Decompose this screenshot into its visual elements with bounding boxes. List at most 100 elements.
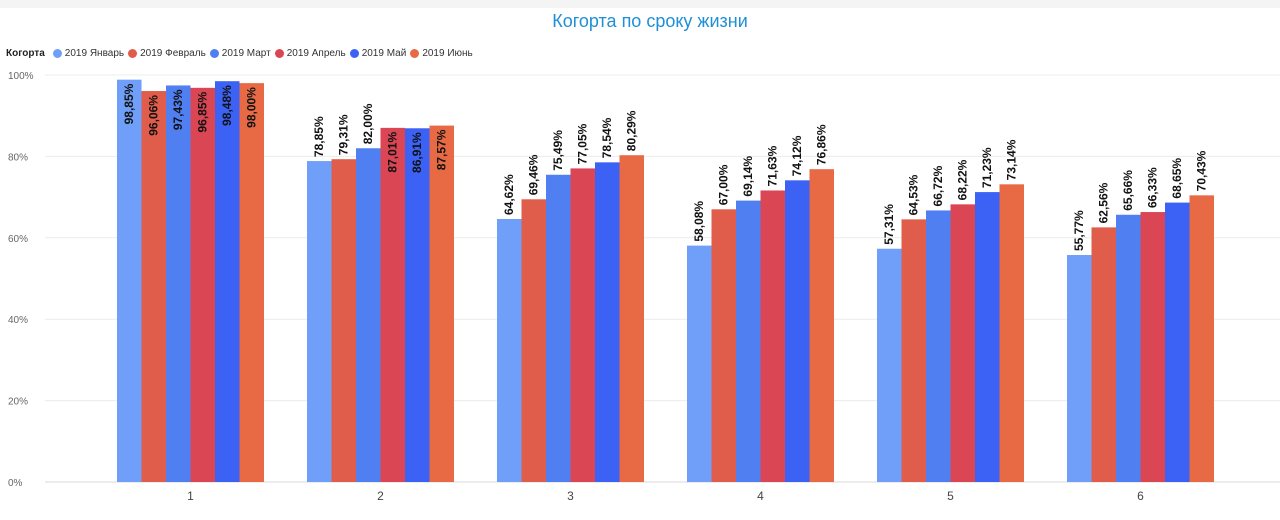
bar — [926, 210, 951, 483]
data-label: 77,05% — [576, 123, 590, 164]
x-tick-label: 6 — [1137, 489, 1144, 503]
bar — [711, 209, 736, 482]
top-strip — [0, 0, 1280, 8]
data-label: 55,77% — [1072, 210, 1086, 251]
data-label: 73,14% — [1005, 139, 1019, 180]
bar — [1140, 212, 1165, 482]
data-label: 97,43% — [171, 89, 185, 130]
data-label: 96,85% — [196, 91, 210, 132]
legend-title: Когорта — [6, 47, 45, 59]
data-label: 57,31% — [882, 204, 896, 245]
bar — [687, 245, 712, 482]
legend-item[interactable]: 2019 Апрель — [274, 47, 346, 59]
bar — [619, 155, 644, 482]
bar — [117, 79, 142, 483]
data-label: 75,49% — [551, 130, 565, 171]
bar — [1189, 195, 1214, 482]
legend-marker — [410, 48, 420, 58]
bar — [1091, 227, 1116, 482]
data-label: 98,00% — [245, 87, 259, 128]
bar — [809, 169, 834, 482]
bar — [975, 192, 1000, 482]
chart-title: Когорта по сроку жизни — [552, 11, 748, 31]
legend-marker — [128, 48, 138, 58]
data-label: 68,65% — [1170, 158, 1184, 199]
x-tick-label: 3 — [567, 489, 574, 503]
legend-label: 2019 Январь — [64, 47, 125, 59]
bar — [1067, 255, 1092, 482]
data-label: 87,01% — [386, 132, 400, 173]
legend-label: 2019 Февраль — [140, 47, 206, 59]
data-label: 76,86% — [815, 124, 829, 165]
bar — [190, 87, 215, 483]
bar — [497, 218, 522, 483]
legend: Когорта 2019 Январь 2019 Февраль 2019 Март… — [6, 46, 477, 60]
data-label: 98,85% — [122, 83, 136, 124]
legend-item[interactable]: 2019 Январь — [52, 47, 125, 59]
x-tick-label: 5 — [947, 489, 954, 503]
legend-item[interactable]: 2019 Март — [209, 47, 271, 59]
legend-marker — [52, 48, 62, 58]
data-label: 64,53% — [907, 174, 921, 215]
legend-label: 2019 Май — [361, 47, 407, 59]
bar — [570, 168, 595, 482]
bar — [166, 85, 191, 482]
legend-label: 2019 Июнь — [422, 47, 473, 59]
data-label: 82,00% — [361, 103, 375, 144]
data-label: 67,00% — [717, 164, 731, 205]
legend-marker — [274, 48, 284, 58]
legend-marker — [209, 48, 219, 58]
bar — [736, 200, 761, 482]
y-tick-label: 100% — [8, 71, 34, 82]
bar — [429, 125, 454, 483]
bar — [877, 248, 902, 482]
bar — [141, 91, 166, 482]
bar — [380, 127, 405, 483]
bar — [760, 190, 785, 483]
data-label: 58,08% — [692, 201, 706, 242]
bar — [1116, 214, 1141, 482]
bar — [307, 161, 332, 482]
data-label: 71,63% — [766, 145, 780, 186]
legend-label: 2019 Март — [221, 47, 271, 59]
data-label: 87,57% — [435, 129, 449, 170]
data-label: 69,14% — [741, 156, 755, 197]
y-tick-label: 60% — [8, 234, 28, 245]
legend-label: 2019 Апрель — [286, 47, 346, 59]
y-tick-label: 0% — [8, 478, 23, 489]
data-label: 70,43% — [1195, 150, 1209, 191]
bar — [1165, 202, 1190, 483]
data-label: 64,62% — [502, 174, 516, 215]
bar — [521, 199, 546, 483]
x-tick-label: 1 — [187, 489, 194, 503]
bar — [239, 83, 264, 482]
bar — [546, 174, 571, 482]
x-tick-label: 4 — [757, 489, 764, 503]
data-label: 86,91% — [410, 132, 424, 173]
bar — [331, 159, 356, 482]
data-label: 79,31% — [337, 114, 351, 155]
data-label: 65,66% — [1121, 170, 1135, 211]
legend-item[interactable]: 2019 Февраль — [128, 48, 206, 59]
data-label: 98,48% — [220, 85, 234, 126]
data-label: 66,33% — [1146, 167, 1160, 208]
data-label: 68,22% — [956, 159, 970, 200]
legend-item[interactable]: 2019 Июнь — [410, 47, 473, 59]
data-label: 62,56% — [1097, 182, 1111, 223]
data-label: 96,06% — [147, 95, 161, 136]
bar — [950, 204, 975, 482]
y-tick-label: 80% — [8, 152, 28, 163]
y-tick-label: 40% — [8, 315, 28, 326]
bar — [901, 219, 926, 482]
data-label: 66,72% — [931, 165, 945, 206]
y-tick-label: 20% — [8, 397, 28, 408]
data-label: 74,12% — [790, 135, 804, 176]
x-tick-label: 2 — [377, 489, 384, 503]
bar — [215, 81, 240, 482]
legend-marker — [349, 48, 359, 58]
bar — [785, 180, 810, 482]
legend-item[interactable]: 2019 Май — [349, 47, 407, 59]
data-label: 78,85% — [312, 116, 326, 157]
